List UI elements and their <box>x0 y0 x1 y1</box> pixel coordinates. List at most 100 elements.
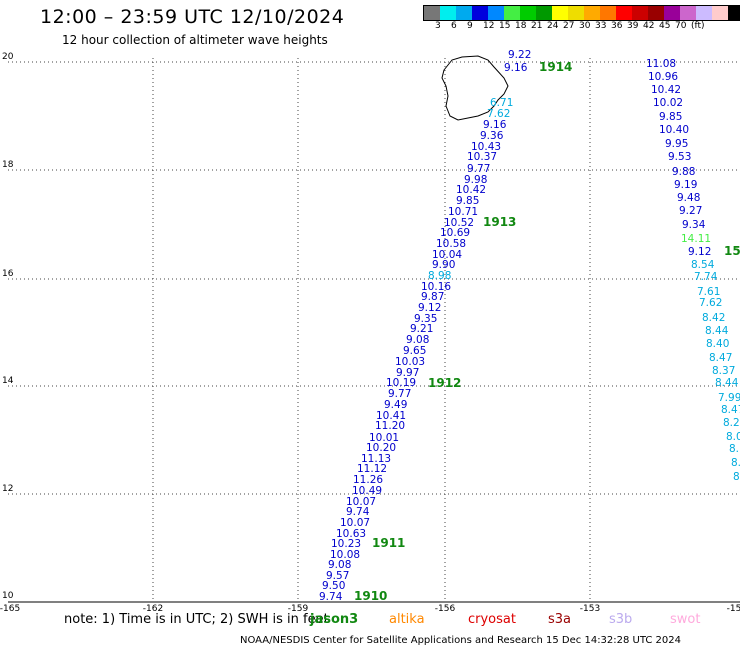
wave-height-label: 9.12 <box>418 302 441 314</box>
latitude-tick-label: 18 <box>2 160 14 170</box>
wave-height-label: 10.08 <box>330 549 360 561</box>
color-scale-label: 24 <box>547 21 559 31</box>
wave-height-label: 7.62 <box>699 297 722 309</box>
color-swatch-9 <box>568 6 584 20</box>
map-title: 12:00 – 23:59 UTC 12/10/2024 <box>40 6 345 28</box>
color-swatch-6 <box>520 6 536 20</box>
wave-height-label: 9.19 <box>674 179 697 191</box>
color-swatch-15 <box>664 6 680 20</box>
wave-height-label: 9.87 <box>421 291 444 303</box>
wave-height-label: 10.71 <box>448 206 478 218</box>
color-scale-bar <box>423 5 740 21</box>
color-scale-label: 9 <box>467 21 473 31</box>
pass-number-label: 1910 <box>354 589 387 603</box>
wave-height-label: 10.37 <box>467 151 497 163</box>
wave-height-label: 10.41 <box>376 410 406 422</box>
wave-height-label: 10.43 <box>471 141 501 153</box>
axis-tick-labels: -165 -162 -159 -156 -153 -15 20 18 16 14 12 10 <box>0 52 740 614</box>
wave-height-label: 10.58 <box>436 238 466 250</box>
wave-height-label: 8.2 <box>723 417 740 429</box>
hawaii-island-outline <box>441 55 509 121</box>
wave-height-label: 11.26 <box>353 474 383 486</box>
wave-height-label: 8.44 <box>715 377 739 389</box>
wave-height-label: 10.07 <box>346 496 376 508</box>
longitude-tick-label: -165 <box>0 604 20 614</box>
wave-height-label: 9.97 <box>396 367 419 379</box>
wave-height-label: 10.63 <box>336 528 366 540</box>
longitude-tick-label: -162 <box>143 604 163 614</box>
wave-height-label: 9.74 <box>319 591 343 603</box>
color-scale-label: 12 <box>483 21 495 31</box>
wave-height-label: 9.36 <box>480 130 504 142</box>
pass-number-label: 1914 <box>539 60 572 74</box>
wave-height-label: 7.99 <box>718 392 740 404</box>
color-scale-label: 36 <box>611 21 623 31</box>
color-scale-label: 15 <box>499 21 511 31</box>
wave-height-label: 9.98 <box>464 174 487 186</box>
color-swatch-7 <box>536 6 552 20</box>
wave-height-label: 10.40 <box>659 124 689 136</box>
color-scale-label: 27 <box>563 21 575 31</box>
color-swatch-3 <box>472 6 488 20</box>
wave-height-label: 9.27 <box>679 205 702 217</box>
color-scale-labels: 3 6 9 12 15 18 21 24 27 30 33 36 39 42 45 70 (ft) <box>423 21 740 33</box>
legend-satellite-jason3: jason3 <box>310 612 359 627</box>
longitude-tick-label: -156 <box>435 604 456 614</box>
color-swatch-19 <box>728 6 740 20</box>
latitude-tick-label: 10 <box>2 591 14 601</box>
wave-height-label: 9.77 <box>388 388 411 400</box>
color-swatch-17 <box>696 6 712 20</box>
wave-height-label: 9.90 <box>432 259 455 271</box>
wave-height-label: 9.50 <box>322 580 345 592</box>
color-swatch-16 <box>680 6 696 20</box>
wave-height-label: 8.98 <box>428 270 451 282</box>
color-swatch-13 <box>632 6 648 20</box>
wave-height-label: 11.13 <box>361 453 391 465</box>
color-swatch-2 <box>456 6 472 20</box>
wave-height-label: 9.85 <box>456 195 479 207</box>
color-scale-label: 39 <box>627 21 639 31</box>
wave-height-label: 7.61 <box>697 286 720 298</box>
wave-height-label: 9.95 <box>665 138 688 150</box>
wave-height-label: 14.11 <box>681 233 711 245</box>
map-subtitle: 12 hour collection of altimeter wave hei… <box>62 33 328 47</box>
wave-height-label: 9.77 <box>467 163 490 175</box>
wave-height-label: 10.07 <box>340 517 370 529</box>
wave-height-label: 9.53 <box>668 151 691 163</box>
wave-height-label: 9.49 <box>384 399 407 411</box>
color-scale-label: 18 <box>515 21 527 31</box>
wave-height-label: 8. <box>731 457 740 469</box>
wave-height-label: 9.65 <box>403 345 426 357</box>
wave-height-label: 10.16 <box>421 281 451 293</box>
wave-height-label: 9.16 <box>483 119 507 131</box>
wave-height-label: 6.71 <box>490 97 513 109</box>
wave-height-label: 7.62 <box>487 108 510 120</box>
wave-height-label: 11.08 <box>646 58 676 70</box>
wave-height-label: 9.08 <box>406 334 429 346</box>
color-scale-label: 42 <box>643 21 655 31</box>
color-scale-label: 21 <box>531 21 543 31</box>
latitude-tick-label: 12 <box>2 484 13 494</box>
wave-height-label: 8.47 <box>709 352 732 364</box>
color-swatch-11 <box>600 6 616 20</box>
color-swatch-8 <box>552 6 568 20</box>
color-scale-label: 30 <box>579 21 591 31</box>
longitude-tick-label: -153 <box>580 604 600 614</box>
color-swatch-1 <box>440 6 456 20</box>
altimeter-tracks: 9.229.166.717.629.169.3610.4310.379.779.… <box>319 49 740 603</box>
wave-height-label: 8.54 <box>691 259 715 271</box>
wave-height-label: 9.34 <box>682 219 706 231</box>
legend-note: note: 1) Time is in UTC; 2) SWH is in fe… <box>64 612 329 627</box>
color-scale-label: (ft) <box>691 21 705 31</box>
wave-height-label: 8.44 <box>705 325 729 337</box>
wave-height-label: 9.12 <box>688 246 711 258</box>
wave-height-label: 9.85 <box>659 111 682 123</box>
wave-height-label: 8. <box>733 471 740 483</box>
color-swatch-10 <box>584 6 600 20</box>
wave-height-label: 8.40 <box>706 338 729 350</box>
color-swatch-5 <box>504 6 520 20</box>
wave-height-label: 10.19 <box>386 377 416 389</box>
pass-number-label: 1912 <box>428 376 461 390</box>
wave-height-label: 10.20 <box>366 442 396 454</box>
color-swatch-12 <box>616 6 632 20</box>
